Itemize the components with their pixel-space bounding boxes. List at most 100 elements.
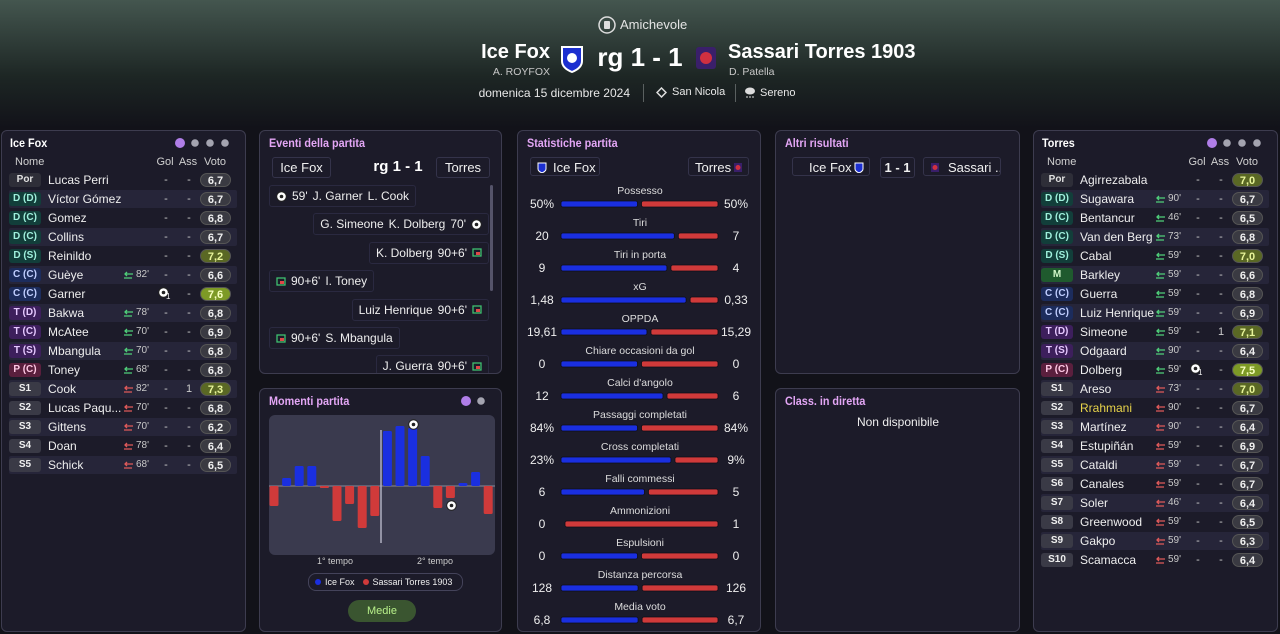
player-name: Víctor Gómez [48, 192, 122, 206]
stat-bar-away [641, 424, 719, 432]
goals: - [1196, 402, 1200, 414]
goals: - [1196, 535, 1200, 547]
row-band [1041, 532, 1269, 550]
icon-part [411, 422, 416, 427]
event-row: Luiz Henrique 90+6' [351, 298, 489, 321]
player-name: Dolberg [1080, 363, 1123, 377]
position-badge: S2 [1041, 401, 1073, 415]
assists: - [187, 193, 191, 205]
assists: - [1219, 345, 1223, 357]
assists: - [1219, 250, 1223, 262]
sub-arrow [1156, 404, 1165, 412]
rating: 6,9 [200, 325, 231, 339]
stat-value: 6 [732, 389, 740, 403]
stat-label: Calci d'angolo [607, 377, 673, 389]
sub-arrow [1156, 423, 1165, 431]
rating: 6,9 [1232, 439, 1263, 453]
goals: - [1196, 307, 1200, 319]
sub-arrow [124, 423, 133, 431]
position-badge: S8 [1041, 515, 1073, 529]
crest-part [932, 165, 938, 170]
stat-label: Falli commessi [605, 473, 675, 485]
icon-part [1156, 271, 1165, 279]
player-name: Odgaard [1080, 344, 1127, 358]
position-badge: C (C) [1041, 287, 1073, 301]
scrollbar [490, 185, 493, 291]
team-name: Ice Fox [553, 160, 596, 175]
event-row: 90+6' S. Mbangula [269, 327, 400, 349]
sub-icon [472, 248, 482, 257]
averages-button[interactable]: Medie [348, 600, 416, 622]
rating: 6,4 [1232, 553, 1263, 567]
rating: 6,8 [200, 344, 231, 358]
position-badge: S3 [1041, 420, 1073, 434]
sub-minute: 70' [136, 402, 150, 413]
player-name: Doan [48, 439, 77, 453]
position-badge: D (D) [9, 192, 41, 206]
rating: 6,8 [1232, 287, 1263, 301]
stat-value: 0 [732, 357, 740, 371]
sub-icon [472, 305, 482, 314]
assists: - [187, 345, 191, 357]
momentum-bar [357, 486, 367, 528]
rating: 6,2 [200, 420, 231, 434]
column-header: Nome [1047, 156, 1077, 168]
panel: Eventi della partita Ice Fox rg 1 - 1 Torre… [259, 130, 502, 374]
assists: - [1219, 212, 1223, 224]
page-dot [1238, 139, 1246, 147]
stadium-icon [656, 87, 667, 98]
competition-icon [598, 16, 616, 34]
rating: 6,4 [1232, 496, 1263, 510]
home-crest [561, 46, 583, 73]
position-badge: S4 [1041, 439, 1073, 453]
stat-label: xG [633, 281, 647, 293]
panel: Class. in diretta Non disponibile [775, 388, 1020, 632]
rating: 6,6 [200, 268, 231, 282]
event-row: G. Simeone K. Dolberg 70' [313, 213, 489, 236]
rating: 7,1 [1232, 325, 1263, 339]
player-name: Cataldi [1080, 458, 1118, 472]
assists: - [187, 402, 191, 414]
momentum-bar [395, 426, 405, 486]
stat-label: Possesso [617, 185, 663, 197]
stat-value: 84% [723, 421, 749, 435]
sub-minute: 46' [1168, 497, 1182, 508]
stat-bar-home [560, 552, 638, 560]
sub-minute: 59' [1168, 250, 1182, 261]
player-name: Reinildo [48, 249, 92, 263]
assists: - [1219, 478, 1223, 490]
sub-minute: 59' [1168, 554, 1182, 565]
sub-minute: 59' [1168, 478, 1182, 489]
stat-value: 12 [535, 389, 549, 403]
stat-value: 84% [529, 421, 555, 435]
panel-title: Ice Fox [10, 136, 48, 150]
rating: 6,8 [200, 306, 231, 320]
icon-part [1156, 404, 1165, 412]
panel: Statistiche partita Ice Fox Torres Possesso… [517, 130, 761, 632]
player-name: Estupiñán [1080, 439, 1134, 453]
sub-minute: 70' [136, 326, 150, 337]
icon-part [124, 271, 133, 279]
stat-label: Tiri [632, 217, 648, 229]
sub-arrow [124, 404, 133, 412]
goals: - [1196, 345, 1200, 357]
event-text: Luiz Henrique [358, 302, 433, 317]
goals: - [1196, 174, 1200, 186]
stat-bar-away [677, 232, 719, 240]
stat-label: Cross completati [600, 441, 680, 453]
rating: 6,7 [1232, 192, 1263, 206]
assists: - [1219, 288, 1223, 300]
sub-minute: 59' [1168, 307, 1182, 318]
rating: 6,8 [1232, 230, 1263, 244]
page-dot [1207, 138, 1217, 148]
goals: - [164, 326, 168, 338]
stat-value: 1,48 [530, 293, 554, 307]
goals: - [1196, 459, 1200, 471]
goals: - [1196, 193, 1200, 205]
icon-part [1156, 328, 1165, 336]
sub-arrow [1156, 271, 1165, 279]
stat-bar-home [560, 232, 675, 240]
position-badge: Por [9, 173, 41, 187]
sub-minute: 78' [136, 440, 150, 451]
